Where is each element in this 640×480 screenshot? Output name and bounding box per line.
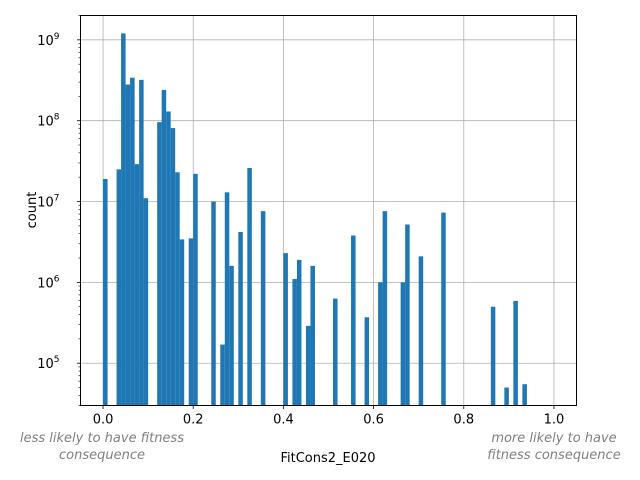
histogram-bar: [400, 282, 406, 406]
histogram-bar: [504, 387, 509, 406]
x-axis-label: FitCons2_E020: [280, 451, 375, 466]
y-tick-label: 109: [37, 32, 60, 49]
y-tick-exponent: 8: [54, 113, 60, 123]
histogram-bar: [116, 169, 122, 406]
right-annotation-line2: fitness consequence: [487, 448, 620, 463]
x-tick-label: 1.0: [544, 413, 565, 428]
histogram-bar: [441, 212, 446, 406]
x-tick-label: 0.8: [453, 413, 474, 428]
histogram-bar: [296, 259, 302, 406]
plot-frame: [80, 15, 577, 406]
x-axis: 0.0 0.2 0.4 0.6 0.8 1.0: [93, 405, 565, 428]
y-tick-exponent: 5: [54, 355, 60, 365]
histogram-bar: [188, 238, 194, 406]
histogram-bar: [125, 84, 131, 406]
left-annotation-line1: less likely to have fitness: [20, 431, 184, 446]
y-tick-base: 10: [37, 357, 54, 372]
x-tick-label: 0.2: [183, 413, 204, 428]
histogram-bar: [193, 173, 198, 406]
histogram-bar: [351, 235, 356, 406]
y-tick-label: 105: [37, 355, 59, 372]
histogram-bar: [143, 198, 149, 406]
histogram-bar: [121, 33, 126, 406]
histogram-bar: [166, 111, 171, 406]
histogram-bar: [378, 282, 383, 406]
histogram-bar: [224, 192, 230, 406]
y-tick-label: 107: [37, 194, 59, 211]
y-tick-label: 106: [37, 274, 60, 291]
grid: [80, 15, 577, 406]
histogram-bar: [283, 253, 288, 406]
right-annotation-line1: more likely to have: [491, 431, 616, 446]
histogram-bar: [161, 89, 167, 406]
histogram-bar: [382, 211, 388, 406]
y-tick-base: 10: [37, 34, 54, 49]
histogram-bar: [522, 384, 527, 406]
histogram-bar: [333, 298, 338, 406]
histogram-bar: [157, 122, 162, 406]
histogram-bar: [305, 325, 311, 406]
bars: [103, 33, 527, 406]
histogram-bar: [170, 128, 176, 406]
histogram-bar: [405, 224, 410, 406]
histogram-bar: [229, 265, 234, 406]
histogram-bar: [211, 201, 216, 406]
histogram-bar: [134, 164, 140, 406]
y-axis-label: count: [25, 192, 40, 229]
y-tick-base: 10: [37, 276, 54, 291]
x-tick-label: 0.4: [273, 413, 294, 428]
y-tick-label: 108: [37, 113, 60, 130]
histogram-bar: [179, 239, 185, 406]
histogram-bar: [238, 231, 243, 406]
y-tick-base: 10: [37, 115, 54, 130]
histogram-bar: [490, 306, 496, 406]
histogram-bar: [139, 79, 144, 406]
y-tick-base: 10: [37, 196, 54, 211]
histogram-bar: [310, 265, 315, 406]
x-tick-label: 0.0: [93, 413, 114, 428]
histogram-bar: [220, 344, 225, 406]
y-tick-exponent: 7: [54, 194, 60, 204]
y-tick-exponent: 9: [54, 32, 60, 42]
histogram-bar: [513, 300, 518, 406]
y-tick-exponent: 6: [54, 274, 60, 284]
histogram-bar: [292, 279, 297, 406]
histogram-bar: [260, 211, 266, 406]
histogram-bar: [103, 178, 108, 406]
histogram-bar: [364, 317, 370, 406]
histogram-bar: [418, 256, 424, 406]
histogram-bar: [175, 172, 180, 406]
x-tick-label: 0.6: [363, 413, 384, 428]
histogram-bar: [247, 167, 252, 406]
histogram-bar: [130, 77, 135, 406]
left-annotation-line2: consequence: [59, 448, 145, 463]
